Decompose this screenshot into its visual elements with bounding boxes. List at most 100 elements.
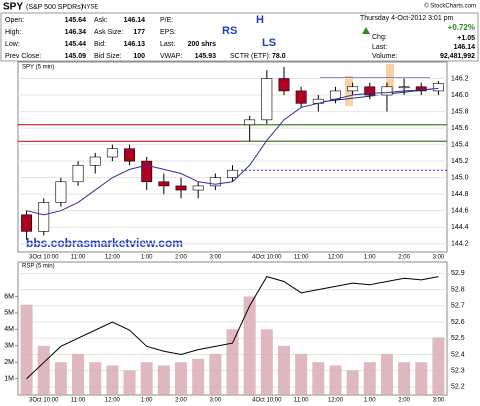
candle-body bbox=[21, 214, 33, 232]
candle-body bbox=[415, 86, 427, 92]
x-tick-label: 11:00 bbox=[71, 255, 86, 261]
y-tick-label: 144.4 bbox=[451, 224, 469, 231]
y-tick-label: 146.0 bbox=[451, 92, 469, 99]
candle-body bbox=[55, 181, 67, 203]
value: 145.93 bbox=[195, 53, 217, 60]
value: 100 bbox=[133, 53, 145, 60]
label: Volume: bbox=[372, 53, 397, 60]
y2-tick-label: 52.8 bbox=[451, 286, 465, 293]
label: Low: bbox=[5, 41, 20, 48]
label: P/E: bbox=[160, 17, 173, 24]
volume-bar bbox=[72, 353, 85, 395]
volume-bar bbox=[192, 358, 205, 395]
x-tick-label: 11:00 bbox=[294, 398, 309, 404]
y-tick-label: 145.0 bbox=[451, 174, 469, 181]
candle-body bbox=[72, 164, 84, 183]
volume-bar bbox=[277, 345, 290, 395]
quote-box bbox=[0, 12, 479, 62]
y-tick-label: 145.8 bbox=[451, 108, 469, 115]
x-tick-label: 1:00 bbox=[141, 255, 153, 261]
volume-bar bbox=[295, 353, 308, 395]
value: 146.14 bbox=[124, 17, 146, 24]
source: © StockCharts.com bbox=[424, 3, 476, 10]
candle-body bbox=[124, 148, 135, 162]
label: Bid Size: bbox=[94, 53, 122, 60]
label: EPS: bbox=[160, 29, 176, 36]
y-tick-label: 3M bbox=[4, 343, 14, 350]
x-tick-label: 12:00 bbox=[328, 255, 344, 261]
x-tick-label: 3:00 bbox=[209, 255, 221, 261]
volume-bar bbox=[312, 362, 325, 395]
candle-body bbox=[432, 83, 444, 92]
y-tick-label: 2M bbox=[4, 359, 14, 366]
candle-body bbox=[381, 86, 393, 96]
x-tick-label: 4Oct 10:00 bbox=[252, 398, 282, 404]
moving-average bbox=[26, 87, 439, 216]
annotation: RS bbox=[222, 25, 237, 37]
y2-tick-label: 52.2 bbox=[451, 384, 465, 391]
value: 146.14 bbox=[454, 44, 476, 51]
label: Last: bbox=[160, 41, 175, 48]
candle-body bbox=[106, 148, 118, 158]
up-arrow bbox=[362, 27, 370, 34]
volume-bar bbox=[226, 329, 239, 395]
x-tick-label: 12:00 bbox=[105, 398, 121, 404]
x-tick-label: 11:00 bbox=[71, 398, 86, 404]
x-tick-label: 3:00 bbox=[209, 398, 221, 404]
volume-bar bbox=[20, 304, 33, 395]
value: +1.05 bbox=[457, 35, 475, 42]
volume-bar bbox=[363, 362, 376, 395]
y-tick-label: 6M bbox=[4, 293, 14, 300]
candle-body bbox=[175, 185, 187, 191]
y-tick-label: 144.2 bbox=[451, 241, 469, 248]
x-tick-label: 11:00 bbox=[294, 255, 309, 261]
label: High: bbox=[5, 29, 21, 36]
y2-tick-label: 52.4 bbox=[451, 351, 465, 358]
value: 145.64 bbox=[65, 17, 87, 24]
label: Last: bbox=[372, 44, 387, 51]
y2-tick-label: 52.7 bbox=[451, 303, 465, 310]
volume-bar bbox=[140, 362, 153, 395]
volume-bar bbox=[54, 362, 67, 395]
symbol: SPY bbox=[3, 2, 23, 13]
y-tick-label: 146.2 bbox=[451, 75, 469, 82]
volume-bar bbox=[415, 362, 428, 395]
value: 145.09 bbox=[65, 53, 87, 60]
panel-title: RSP (5 min) bbox=[22, 264, 55, 270]
x-tick-label: 12:00 bbox=[105, 255, 121, 261]
y-tick-label: 1M bbox=[4, 375, 14, 382]
candle-body bbox=[347, 86, 359, 92]
candle-body bbox=[192, 185, 204, 191]
candle-body bbox=[261, 78, 273, 121]
x-tick-label: 2:00 bbox=[175, 255, 187, 261]
exchange: NYSE bbox=[82, 5, 98, 11]
label: Open: bbox=[5, 17, 24, 24]
candle-body bbox=[89, 156, 101, 166]
value: 146.13 bbox=[124, 41, 146, 48]
annotation: H bbox=[256, 14, 264, 26]
value: 78.0 bbox=[272, 53, 286, 60]
volume-bar bbox=[175, 362, 188, 395]
y-tick-label: 144.6 bbox=[451, 208, 469, 215]
volume-bar bbox=[157, 365, 170, 395]
x-tick-label: 12:00 bbox=[328, 398, 344, 404]
volume-bar bbox=[260, 329, 273, 395]
candle-body bbox=[158, 181, 170, 187]
x-tick-label: 3Oct 10:00 bbox=[29, 255, 59, 261]
label: Prev Close: bbox=[5, 53, 41, 60]
x-tick-label: 3:00 bbox=[433, 255, 445, 261]
x-tick-label: 2:00 bbox=[398, 398, 410, 404]
x-tick-label: 4Oct 10:00 bbox=[252, 255, 282, 261]
volume-bar bbox=[398, 362, 411, 395]
candle-body bbox=[364, 86, 376, 96]
label: Ask Size: bbox=[94, 29, 123, 36]
candle-body bbox=[244, 119, 256, 126]
y-tick-label: 4M bbox=[4, 326, 14, 333]
candle-body bbox=[209, 177, 221, 187]
label: VWAP: bbox=[160, 53, 182, 60]
candle-body bbox=[398, 86, 410, 89]
candle-body bbox=[38, 202, 50, 232]
label: Bid: bbox=[94, 41, 106, 48]
candle-body bbox=[278, 78, 290, 92]
